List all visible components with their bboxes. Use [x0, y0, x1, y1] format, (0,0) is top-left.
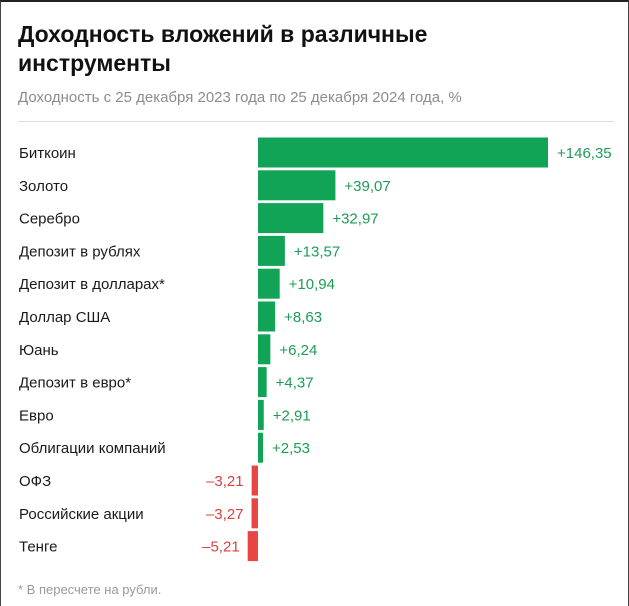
- divider: [18, 121, 614, 122]
- category-label: Депозит в евро*: [19, 375, 131, 392]
- value-label: –3,27: [206, 506, 244, 523]
- bar: [247, 531, 258, 562]
- bar: [258, 334, 271, 365]
- bar: [258, 432, 264, 463]
- page-subtitle: Доходность с 25 декабря 2023 года по 25 …: [18, 89, 462, 106]
- value-label: –3,21: [206, 473, 244, 490]
- footnote: * В пересчете на рубли.: [18, 582, 162, 597]
- category-label: Тенге: [19, 539, 57, 556]
- bar: [258, 203, 324, 234]
- category-label: ОФЗ: [19, 473, 51, 490]
- bar: [258, 301, 276, 332]
- category-label: Биткоин: [19, 145, 76, 162]
- value-label: +13,57: [294, 243, 340, 260]
- bar: [251, 498, 258, 529]
- value-label: +32,97: [332, 211, 378, 228]
- category-label: Золото: [19, 178, 68, 195]
- category-label: Серебро: [19, 211, 80, 228]
- value-label: +146,35: [557, 145, 612, 162]
- category-label: Депозит в рублях: [19, 243, 141, 260]
- bar: [258, 367, 267, 398]
- value-label: +39,07: [344, 178, 390, 195]
- page-title: Доходность вложений в различные инструме…: [18, 21, 428, 76]
- bar-chart: Биткоин +146,35 Золото +39,07 Серебро +32,97 Д…: [19, 137, 612, 562]
- value-label: +2,53: [272, 440, 310, 457]
- bar: [258, 235, 285, 266]
- category-label: Доллар США: [19, 309, 110, 326]
- value-label: +4,37: [276, 375, 314, 392]
- category-label: Юань: [19, 342, 59, 359]
- value-label: +10,94: [289, 276, 335, 293]
- category-label: Депозит в долларах*: [19, 276, 165, 293]
- value-label: +6,24: [279, 342, 317, 359]
- bar: [258, 137, 548, 168]
- category-label: Российские акции: [19, 506, 144, 523]
- bar: [258, 399, 264, 430]
- category-label: Евро: [19, 407, 54, 424]
- value-label: +2,91: [273, 407, 311, 424]
- bar: [251, 465, 258, 496]
- value-label: –5,21: [202, 539, 240, 556]
- bar: [258, 170, 336, 201]
- category-label: Облигации компаний: [19, 440, 166, 457]
- value-label: +8,63: [284, 309, 322, 326]
- bar: [258, 268, 280, 299]
